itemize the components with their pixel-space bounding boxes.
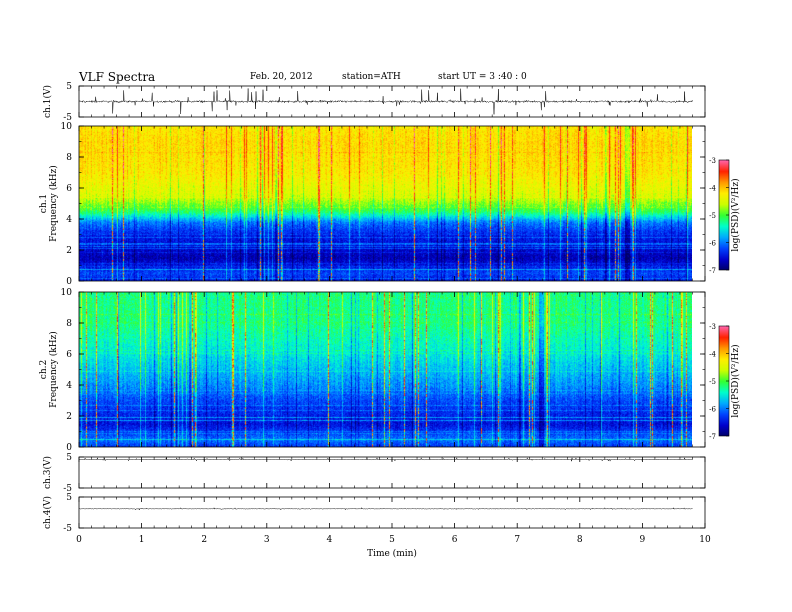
ch2-spectrogram-colorbar-label: log(PSD)(V²/Hz): [730, 344, 741, 417]
date-label: Feb. 20, 2012: [250, 72, 313, 82]
y-tick-label: 8: [66, 319, 72, 329]
start-time-label: start UT = 3 :40 : 0: [438, 72, 527, 82]
y-tick-label: 0: [66, 277, 72, 287]
ch1-spectrogram-image: [79, 126, 692, 281]
y-tick-label: 8: [66, 153, 72, 163]
y-tick-label: 5: [66, 82, 72, 92]
ch4-waveform-trace: [78, 507, 693, 511]
y-tick-label: 5: [66, 453, 72, 463]
ch2-spectrogram-colorbar: [719, 326, 729, 436]
colorbar-tick-label: -4: [709, 185, 716, 193]
y-tick-label: 4: [66, 215, 72, 225]
y-tick-label: 6: [66, 350, 72, 360]
ch2-spectrogram-channel-label: ch.2: [39, 360, 49, 379]
y-tick-label: -5: [63, 524, 72, 534]
colorbar-tick-label: -7: [709, 433, 716, 441]
colorbar-tick-label: -4: [709, 351, 716, 359]
x-tick-label: 2: [201, 535, 207, 545]
y-tick-label: 4: [66, 381, 72, 391]
ch2-spectrogram-image: [79, 292, 692, 447]
y-tick-label: -5: [63, 484, 72, 494]
station-label: station=ATH: [342, 72, 401, 82]
x-tick-label: 1: [139, 535, 145, 545]
x-tick-label: 9: [640, 535, 646, 545]
ch1-spectrogram-ylabel: Frequency (kHz): [48, 165, 59, 242]
x-tick-label: 3: [264, 535, 270, 545]
ch3-waveform-ylabel: ch.3(V): [42, 456, 53, 489]
x-tick-label: 5: [389, 535, 395, 545]
ch1-waveform-trace: [78, 88, 693, 115]
x-tick-label: 6: [452, 535, 458, 545]
y-tick-label: 10: [61, 288, 73, 298]
ch1-waveform-ylabel: ch.1(V): [42, 85, 53, 118]
x-tick-label: 4: [327, 535, 333, 545]
x-tick-label: 10: [699, 535, 711, 545]
y-tick-label: -5: [63, 113, 72, 123]
y-tick-label: 2: [66, 246, 72, 256]
colorbar-tick-label: -5: [709, 212, 716, 220]
ch1-spectrogram-colorbar: [719, 160, 729, 270]
colorbar-tick-label: -6: [709, 240, 716, 248]
y-tick-label: 10: [61, 122, 73, 132]
colorbar-tick-label: -6: [709, 406, 716, 414]
y-tick-label: 5: [66, 493, 72, 503]
colorbar-tick-label: -7: [709, 267, 716, 275]
ch2-spectrogram-ylabel: Frequency (kHz): [48, 331, 59, 408]
x-tick-label: 8: [577, 535, 583, 545]
colorbar-tick-label: -5: [709, 378, 716, 386]
x-tick-label: 7: [514, 535, 520, 545]
colorbar-tick-label: -3: [709, 157, 716, 165]
x-axis-label: Time (min): [367, 548, 417, 559]
ch4-waveform-ylabel: ch.4(V): [42, 496, 53, 529]
x-tick-label: 0: [76, 535, 82, 545]
colorbar-tick-label: -3: [709, 323, 716, 331]
ch1-spectrogram-colorbar-label: log(PSD)(V²/Hz): [730, 178, 741, 251]
y-tick-label: 2: [66, 412, 72, 422]
y-tick-label: 6: [66, 184, 72, 194]
y-tick-label: 0: [66, 443, 72, 453]
ch3-waveform-trace: [79, 456, 693, 462]
chart-title: VLF Spectra: [79, 70, 156, 84]
ch1-spectrogram-channel-label: ch.1: [39, 194, 49, 213]
